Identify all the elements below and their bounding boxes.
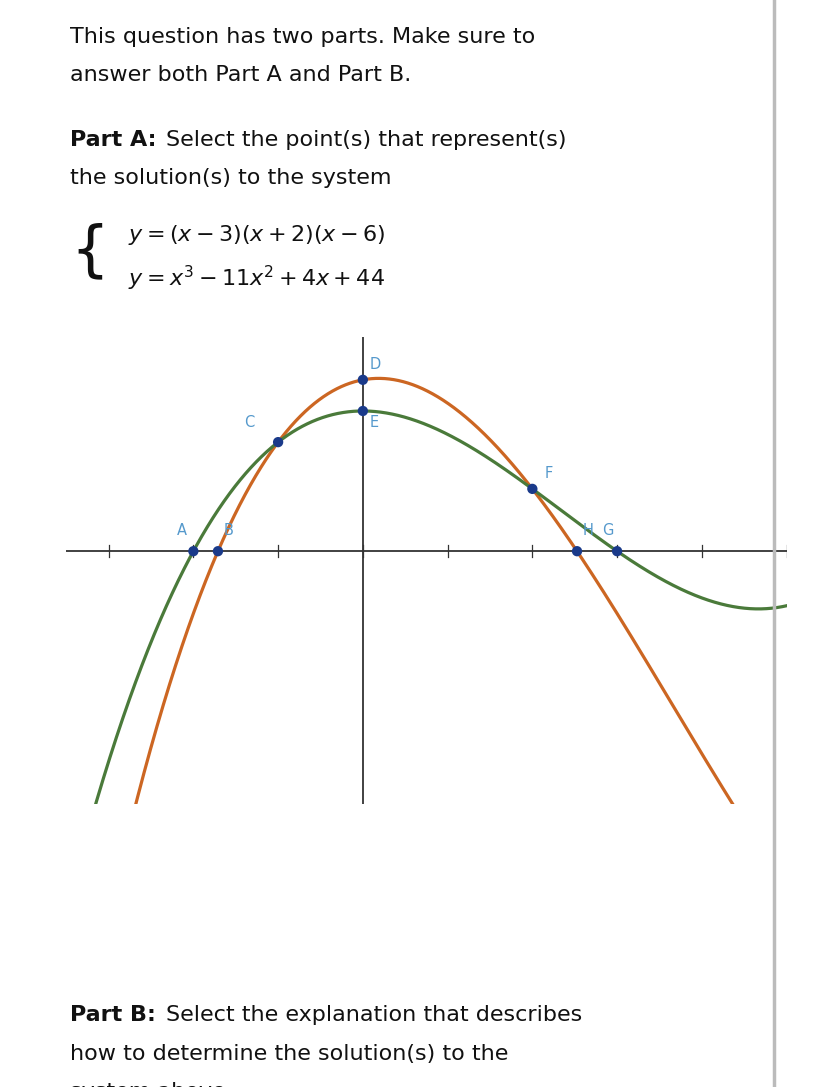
Text: the solution(s) to the system: the solution(s) to the system <box>70 168 391 188</box>
Text: F: F <box>544 466 552 482</box>
Point <box>570 542 583 560</box>
Text: B: B <box>223 523 233 538</box>
Text: Part A:: Part A: <box>70 130 156 150</box>
Text: Part B:: Part B: <box>70 1005 156 1025</box>
Text: D: D <box>369 357 380 372</box>
Point <box>271 434 284 451</box>
Text: H: H <box>582 523 593 538</box>
Text: E: E <box>369 415 378 430</box>
Text: This question has two parts. Make sure to: This question has two parts. Make sure t… <box>70 27 535 47</box>
Point <box>609 542 623 560</box>
Text: system above.: system above. <box>70 1082 232 1087</box>
Text: Select the explanation that describes: Select the explanation that describes <box>165 1005 581 1025</box>
Point <box>187 542 200 560</box>
Text: Select the point(s) that represent(s): Select the point(s) that represent(s) <box>165 130 566 150</box>
Point <box>356 371 369 388</box>
Text: {: { <box>70 223 109 282</box>
Text: $y = x^3-11x^2+4x+44$: $y = x^3-11x^2+4x+44$ <box>128 264 385 293</box>
Text: A: A <box>176 523 186 538</box>
Text: answer both Part A and Part B.: answer both Part A and Part B. <box>70 65 411 85</box>
Point <box>211 542 224 560</box>
Text: C: C <box>244 415 254 430</box>
Text: G: G <box>601 523 613 538</box>
Text: how to determine the solution(s) to the: how to determine the solution(s) to the <box>70 1044 508 1063</box>
Point <box>356 402 369 420</box>
Text: $y = (x-3)(x+2)(x-6)$: $y = (x-3)(x+2)(x-6)$ <box>128 223 385 247</box>
Point <box>525 480 538 498</box>
